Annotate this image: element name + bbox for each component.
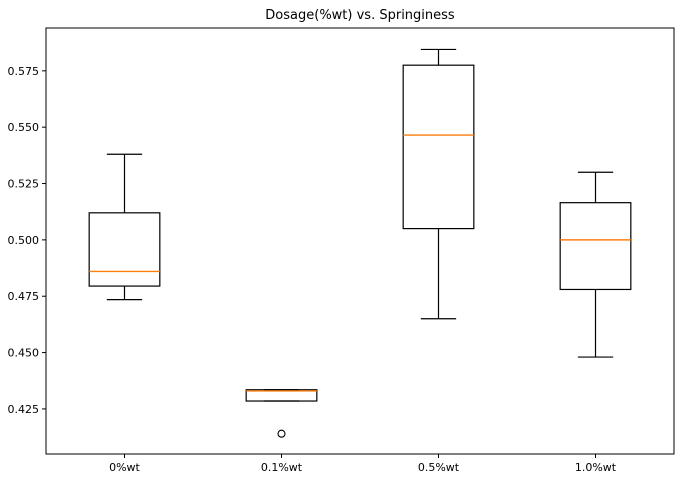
box-1.0%wt — [559, 171, 632, 358]
y-tick-label: 0.500 — [8, 234, 40, 247]
x-tick-label: 1.0%wt — [575, 461, 617, 474]
y-axis: 0.425 0.450 0.475 0.500 0.525 0.550 0.575 — [8, 65, 46, 416]
y-tick-label: 0.450 — [8, 347, 40, 360]
x-axis: 0%wt 0.1%wt 0.5%wt 1.0%wt — [109, 454, 617, 474]
box-0%wt — [88, 153, 161, 301]
outlier-point — [277, 429, 286, 438]
y-tick-label: 0.550 — [8, 121, 40, 134]
box-0.5%wt — [402, 48, 475, 320]
box-0.1%wt — [245, 389, 318, 438]
y-tick-label: 0.525 — [8, 178, 40, 191]
y-tick-label: 0.575 — [8, 65, 40, 78]
iqr-box — [559, 202, 632, 291]
boxes — [88, 48, 632, 438]
iqr-box — [88, 212, 161, 287]
iqr-box — [402, 64, 475, 230]
plot-area — [45, 27, 675, 455]
x-tick-label: 0.1%wt — [261, 461, 303, 474]
x-tick-label: 0.5%wt — [418, 461, 460, 474]
y-tick-label: 0.425 — [8, 403, 40, 416]
iqr-box — [245, 389, 318, 402]
chart-title: Dosage(%wt) vs. Springiness — [265, 8, 455, 23]
y-tick-label: 0.475 — [8, 290, 40, 303]
x-tick-label: 0%wt — [109, 461, 140, 474]
